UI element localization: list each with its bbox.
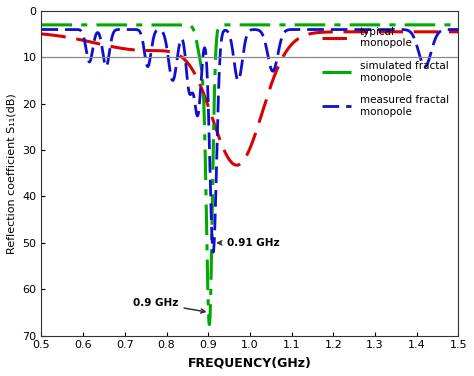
Legend: typical
monopole, simulated fractal
monopole, measured fractal
monopole: typical monopole, simulated fractal mono… [318, 23, 453, 121]
Text: 0.9 GHz: 0.9 GHz [133, 298, 205, 313]
Text: 0.91 GHz: 0.91 GHz [218, 238, 280, 248]
Y-axis label: Reflection coefficient S₁₁(dB): Reflection coefficient S₁₁(dB) [7, 93, 17, 254]
X-axis label: FREQUENCY(GHz): FREQUENCY(GHz) [188, 356, 312, 369]
